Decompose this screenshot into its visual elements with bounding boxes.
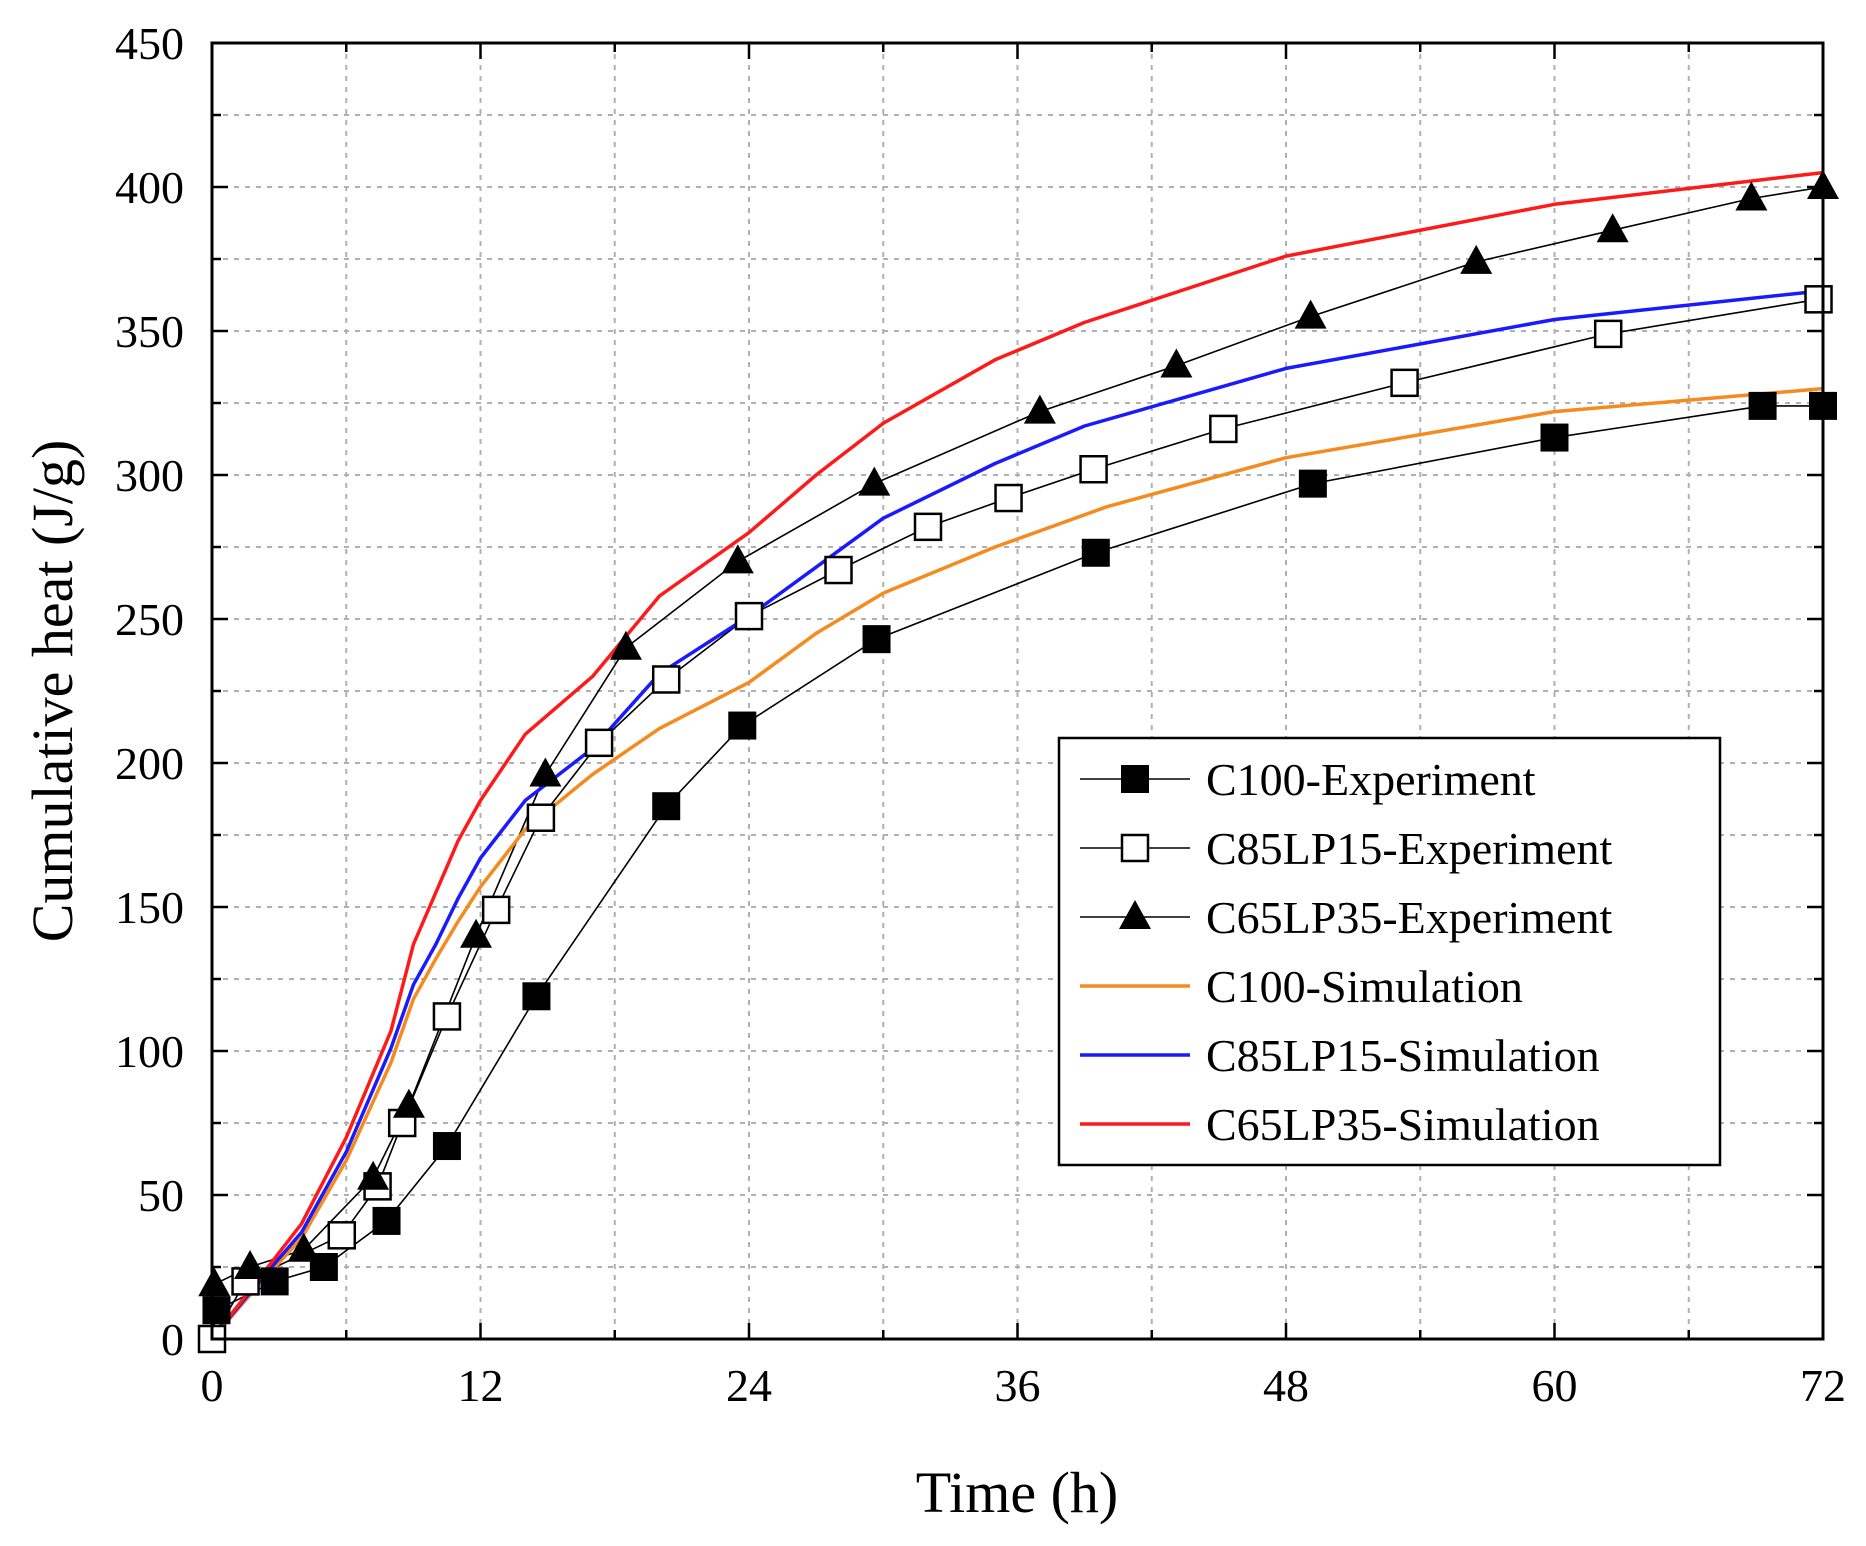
- c65lp35-experiment-point: [1735, 181, 1768, 211]
- legend-c65lp35-experiment-label: C65LP35-Experiment: [1206, 892, 1612, 943]
- c85lp15-experiment-point: [1804, 285, 1833, 314]
- axis-ticks: [210, 41, 1825, 1341]
- y-tick-label: 0: [161, 1314, 184, 1365]
- c100-experiment-point: [652, 792, 681, 821]
- c85lp15-simulation-line: [210, 288, 1824, 1341]
- x-tick-label: 72: [1800, 1360, 1846, 1411]
- y-tick-label: 450: [115, 18, 184, 69]
- y-tick-label: 250: [115, 594, 184, 645]
- x-tick-label: 48: [1263, 1360, 1309, 1411]
- c100-experiment-point: [202, 1296, 231, 1325]
- c85lp15-experiment-point: [1390, 368, 1419, 398]
- c65lp35-experiment-point: [234, 1250, 267, 1279]
- legend-c100-simulation-label: C100-Simulation: [1206, 961, 1523, 1012]
- legend-frame: [1057, 736, 1722, 1167]
- c100-experiment-point: [432, 1132, 461, 1161]
- y-tick-label: 300: [115, 450, 184, 501]
- c100-experiment-point: [728, 711, 757, 740]
- c85lp15-experiment-point: [327, 1221, 357, 1250]
- legend-c100-experiment-label: C100-Experiment: [1206, 754, 1536, 805]
- c100-experiment-point: [1748, 391, 1777, 420]
- c85lp15-experiment-point: [1209, 414, 1238, 444]
- c65lp35-experiment-point: [357, 1160, 390, 1190]
- c100-experiment-point: [1081, 538, 1110, 567]
- tick-labels: 0 12 24 36 48 60 72 0 50 100 150 200 250 300 350 400 450: [115, 18, 1846, 1411]
- c85lp15-experiment-point: [824, 555, 853, 585]
- x-tick-label: 36: [995, 1360, 1041, 1411]
- y-tick-label: 400: [115, 162, 184, 213]
- c65lp35-experiment-point: [198, 1267, 231, 1297]
- legend-c100-experiment-marker: [1121, 765, 1149, 793]
- y-tick-label: 150: [115, 882, 184, 933]
- y-tick-label: 100: [115, 1026, 184, 1077]
- legend-c85lp15-simulation-label: C85LP15-Simulation: [1206, 1030, 1600, 1081]
- c65lp35-simulation-line: [210, 170, 1824, 1341]
- y-tick-label: 200: [115, 738, 184, 789]
- x-tick-label: 60: [1532, 1360, 1578, 1411]
- c65lp35-experiment-point: [1160, 348, 1193, 378]
- legend: C100-Experiment C85LP15-Experiment C65LP35…: [1057, 736, 1722, 1167]
- c85lp15-experiment-point: [1079, 454, 1108, 484]
- c65lp35-experiment-point: [1460, 244, 1493, 274]
- c65lp35-experiment-point: [460, 918, 493, 948]
- c65lp35-experiment-point: [1294, 299, 1327, 329]
- c85lp15-experiment-point: [734, 601, 764, 631]
- c85lp15-experiment-point: [1593, 319, 1623, 349]
- c85lp15-experiment-point: [526, 803, 556, 832]
- c65lp35-experiment-point: [529, 757, 562, 787]
- y-axis-title: Cumulative heat (J/g): [20, 440, 85, 943]
- c85lp15-experiment-point: [913, 512, 943, 542]
- c100-experiment-point: [260, 1267, 289, 1296]
- plot-markers: [197, 170, 1839, 1354]
- x-tick-label: 12: [458, 1360, 504, 1411]
- y-tick-label: 350: [115, 306, 184, 357]
- c100-experiment-point: [1298, 469, 1327, 498]
- legend-c85lp15-experiment-marker: [1120, 833, 1150, 863]
- c100-experiment-point: [1540, 423, 1569, 452]
- x-tick-label: 24: [726, 1360, 772, 1411]
- c65lp35-experiment-point: [392, 1088, 425, 1118]
- c85lp15-experiment-point: [432, 1002, 462, 1031]
- c65lp35-experiment-point: [858, 466, 891, 496]
- y-tick-label: 50: [138, 1170, 184, 1221]
- x-tick-label: 0: [201, 1360, 224, 1411]
- c85lp15-experiment-point: [651, 665, 681, 694]
- c65lp35-experiment-point: [721, 544, 754, 574]
- c65lp35-experiment-point: [1023, 394, 1056, 424]
- c65lp35-experiment-point: [287, 1232, 320, 1262]
- c85lp15-experiment-point: [481, 895, 511, 925]
- c85lp15-experiment-point: [584, 728, 614, 758]
- c100-simulation-line: [210, 386, 1824, 1341]
- legend-c65lp35-experiment-marker: [1119, 900, 1151, 929]
- c100-experiment-point: [372, 1206, 401, 1235]
- c85lp15-experiment-point: [994, 483, 1023, 513]
- c100-experiment-point: [522, 982, 551, 1011]
- x-axis-title: Time (h): [916, 1460, 1119, 1525]
- c100-experiment-point: [862, 625, 891, 654]
- legend-c85lp15-experiment-label: C85LP15-Experiment: [1206, 823, 1612, 874]
- c65lp35-experiment-point: [1596, 213, 1629, 243]
- legend-c65lp35-simulation-label: C65LP35-Simulation: [1206, 1099, 1600, 1150]
- c65lp35-experiment-point: [609, 630, 642, 660]
